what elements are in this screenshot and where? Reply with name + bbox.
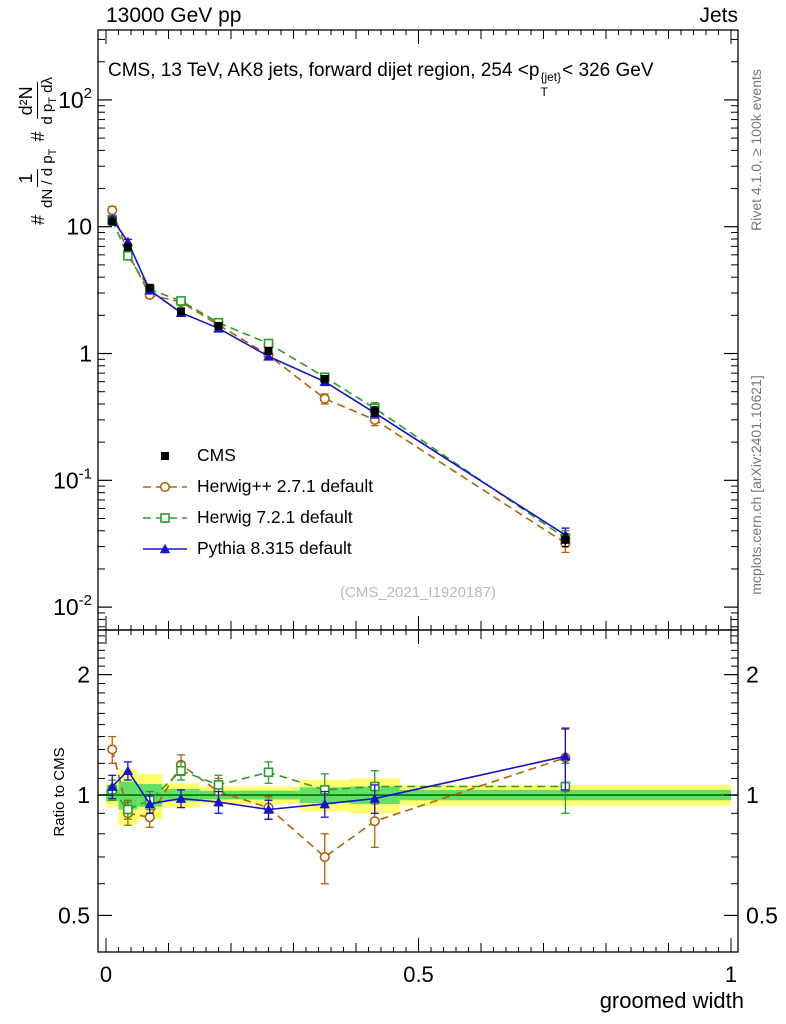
svg-text:2: 2 bbox=[746, 662, 759, 688]
mcplots-arxiv-note: mcplots.cern.ch [arXiv:2401.10621] bbox=[748, 375, 764, 595]
x-axis-label: groomed width bbox=[599, 988, 744, 1013]
pythia-marker-icon bbox=[142, 540, 188, 558]
plot-title: CMS, 13 TeV, AK8 jets, forward dijet reg… bbox=[108, 60, 756, 99]
svg-text:10-1: 10-1 bbox=[53, 465, 92, 493]
svg-text:0.5: 0.5 bbox=[58, 902, 90, 928]
svg-text:1: 1 bbox=[725, 962, 737, 987]
legend-item-herwig7: Herwig 7.2.1 default bbox=[142, 502, 373, 533]
legend-item-herwigpp: Herwig++ 2.7.1 default bbox=[142, 471, 373, 502]
y-axis-label-ratio: Ratio to CMS bbox=[51, 747, 68, 837]
svg-text:0.5: 0.5 bbox=[403, 962, 434, 987]
plot-title-prefix: CMS, 13 TeV, AK8 jets, forward dijet reg… bbox=[108, 60, 540, 81]
cms-marker-icon bbox=[142, 447, 188, 465]
svg-text:1: 1 bbox=[79, 341, 92, 367]
svg-text:10-2: 10-2 bbox=[53, 592, 92, 620]
hash-symbol: # bbox=[27, 131, 48, 142]
legend-item-pythia: Pythia 8.315 default bbox=[142, 533, 373, 564]
analysis-group-label: Jets bbox=[699, 4, 738, 27]
legend-label-herwigpp: Herwig++ 2.7.1 default bbox=[197, 476, 374, 496]
legend-label-pythia: Pythia 8.315 default bbox=[197, 538, 352, 558]
beam-energy-label: 13000 GeV pp bbox=[106, 4, 242, 27]
differential-fraction: d²N d pT dλ bbox=[16, 77, 60, 125]
plot-title-suffix: < 326 GeV bbox=[562, 60, 654, 81]
pt-superscript: {jet} bbox=[540, 70, 562, 84]
svg-text:1: 1 bbox=[77, 782, 90, 808]
herwigpp-marker-icon bbox=[142, 478, 188, 496]
pt-subscript: T bbox=[540, 85, 548, 99]
hash-symbol: # bbox=[27, 214, 48, 225]
rivet-version-note: Rivet 4.1.0, ≥ 100k events bbox=[748, 69, 764, 231]
analysis-id-watermark: (CMS_2021_I1920187) bbox=[340, 584, 496, 601]
pt-jet-symbol: {jet} T bbox=[540, 70, 562, 99]
normalization-fraction: 1 dN / d pT bbox=[16, 148, 60, 208]
svg-text:10: 10 bbox=[66, 214, 92, 240]
legend-item-cms: CMS bbox=[142, 440, 373, 471]
svg-text:2: 2 bbox=[77, 662, 90, 688]
legend-label-cms: CMS bbox=[197, 445, 236, 465]
herwig7-marker-icon bbox=[142, 509, 188, 527]
legend-label-herwig7: Herwig 7.2.1 default bbox=[197, 507, 353, 527]
y-axis-label-main: # 1 dN / d pT # d²N d pT dλ bbox=[3, 0, 73, 311]
svg-text:0: 0 bbox=[100, 962, 112, 987]
svg-text:1: 1 bbox=[746, 782, 759, 808]
svg-text:102: 102 bbox=[58, 85, 92, 113]
svg-text:0.5: 0.5 bbox=[746, 902, 778, 928]
legend: CMS Herwig++ 2.7.1 default Herwig 7.2.1 … bbox=[142, 440, 373, 564]
